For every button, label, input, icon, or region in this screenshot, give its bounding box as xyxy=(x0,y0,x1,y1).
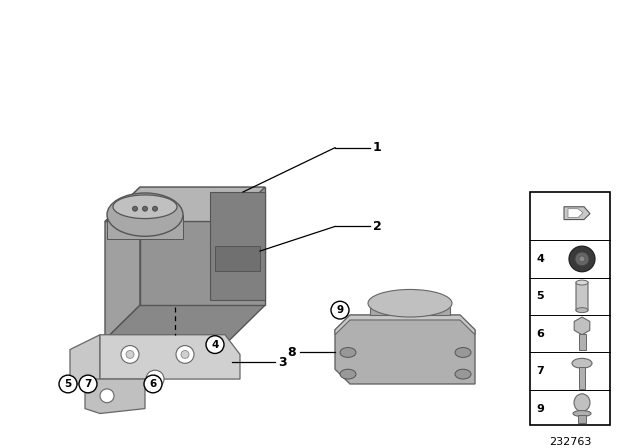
Ellipse shape xyxy=(340,369,356,379)
Polygon shape xyxy=(215,246,260,271)
Circle shape xyxy=(59,375,77,393)
Circle shape xyxy=(569,246,595,272)
Text: 7: 7 xyxy=(84,379,92,389)
Text: 3: 3 xyxy=(278,356,287,369)
Polygon shape xyxy=(107,215,183,239)
Polygon shape xyxy=(70,335,100,384)
Polygon shape xyxy=(140,187,265,305)
Ellipse shape xyxy=(573,410,591,417)
FancyBboxPatch shape xyxy=(530,192,610,425)
Ellipse shape xyxy=(572,358,592,368)
Ellipse shape xyxy=(576,280,588,285)
Text: 5: 5 xyxy=(536,291,544,302)
Circle shape xyxy=(100,389,114,403)
FancyBboxPatch shape xyxy=(578,415,586,423)
Text: 232763: 232763 xyxy=(549,437,591,447)
Text: 4: 4 xyxy=(536,254,544,264)
Ellipse shape xyxy=(340,348,356,358)
Circle shape xyxy=(146,370,164,388)
Circle shape xyxy=(181,350,189,358)
Text: 6: 6 xyxy=(149,379,157,389)
Ellipse shape xyxy=(455,369,471,379)
Polygon shape xyxy=(100,335,240,379)
Circle shape xyxy=(176,345,194,363)
Circle shape xyxy=(121,345,139,363)
Text: 1: 1 xyxy=(373,141,381,154)
Polygon shape xyxy=(85,379,145,414)
FancyBboxPatch shape xyxy=(579,367,585,389)
Circle shape xyxy=(126,350,134,358)
Ellipse shape xyxy=(576,308,588,313)
Circle shape xyxy=(143,206,147,211)
Ellipse shape xyxy=(107,193,183,236)
Text: 6: 6 xyxy=(536,329,544,339)
Polygon shape xyxy=(105,187,265,221)
Text: 5: 5 xyxy=(65,379,72,389)
Polygon shape xyxy=(105,187,140,340)
FancyBboxPatch shape xyxy=(576,282,588,311)
Circle shape xyxy=(151,375,159,383)
Circle shape xyxy=(152,206,157,211)
Polygon shape xyxy=(370,300,450,315)
Polygon shape xyxy=(564,207,590,220)
Text: 9: 9 xyxy=(536,404,544,414)
Ellipse shape xyxy=(368,289,452,317)
Circle shape xyxy=(144,375,162,393)
Ellipse shape xyxy=(574,394,590,412)
Circle shape xyxy=(579,256,585,262)
Text: 4: 4 xyxy=(211,340,219,349)
Circle shape xyxy=(132,206,138,211)
Text: 8: 8 xyxy=(287,346,296,359)
Polygon shape xyxy=(210,192,265,300)
FancyBboxPatch shape xyxy=(579,334,586,349)
Text: 9: 9 xyxy=(337,305,344,315)
Circle shape xyxy=(331,301,349,319)
Circle shape xyxy=(206,336,224,353)
Text: 7: 7 xyxy=(536,366,544,376)
Polygon shape xyxy=(335,315,475,335)
Circle shape xyxy=(79,375,97,393)
Polygon shape xyxy=(568,209,583,218)
Ellipse shape xyxy=(113,195,177,219)
Ellipse shape xyxy=(455,348,471,358)
Polygon shape xyxy=(335,315,475,384)
Circle shape xyxy=(575,252,589,266)
Text: 2: 2 xyxy=(373,220,381,233)
Polygon shape xyxy=(105,305,265,340)
